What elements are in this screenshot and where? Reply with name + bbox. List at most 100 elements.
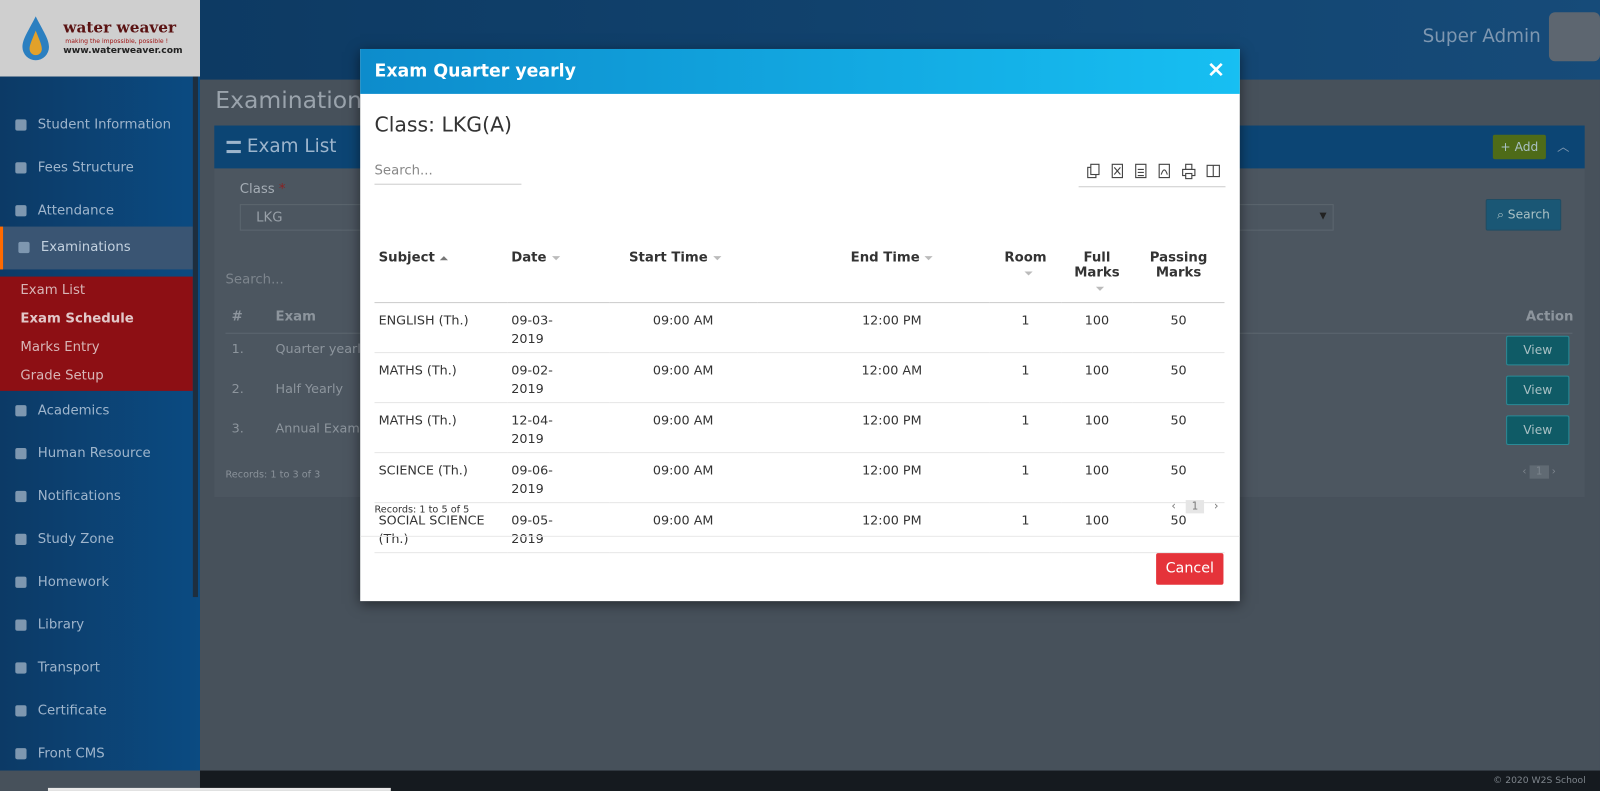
- cell-text: 09:00 AM: [652, 462, 714, 478]
- cell: 09:00 AM: [609, 502, 758, 554]
- menu-item[interactable]: Homework: [0, 561, 193, 604]
- avatar[interactable]: [1548, 12, 1600, 62]
- menu-item[interactable]: Student Information: [0, 104, 193, 147]
- table-row: MATHS (Th.) 09-02-2019 09:00 AM 12:00 AM 1 10…: [374, 352, 1225, 404]
- pdf-icon[interactable]: [1158, 163, 1170, 179]
- submenu: Exam List Exam Schedule Marks Entry Grade S…: [0, 276, 193, 391]
- column-header[interactable]: Start Time: [609, 241, 758, 304]
- menu-item[interactable]: Study Zone: [0, 518, 193, 561]
- cell: 100: [1061, 352, 1133, 404]
- menu-icon: [15, 662, 27, 674]
- menu-label: Notifications: [37, 488, 121, 505]
- column-header[interactable]: Full Marks: [1061, 241, 1133, 304]
- cell-text: MATHS (Th.): [378, 362, 457, 378]
- modal: Exam Quarter yearly × Class: LKG(A) Sear…: [360, 48, 1240, 602]
- cell: 50: [1132, 502, 1225, 554]
- h-scrollbar[interactable]: [47, 787, 391, 791]
- menu-item[interactable]: Examinations: [0, 226, 193, 270]
- cell-text: 12:00 PM: [862, 412, 922, 428]
- menu-item[interactable]: Fees Structure: [0, 147, 193, 190]
- cell: SCIENCE (Th.): [374, 452, 508, 504]
- submenu-item[interactable]: Exam Schedule: [20, 311, 134, 327]
- search-button[interactable]: ⌕ Search: [1485, 199, 1562, 231]
- cell: 12:00 PM: [757, 502, 990, 554]
- csv-icon[interactable]: [1135, 163, 1147, 179]
- cell: 100: [1061, 302, 1133, 354]
- menu-label: Certificate: [37, 703, 107, 719]
- cell-text: MATHS (Th.): [378, 412, 457, 428]
- menu-icon: [15, 576, 27, 588]
- column-header[interactable]: Date: [507, 241, 610, 304]
- column-title: End Time: [850, 250, 920, 266]
- logo[interactable]: water weaver making the impossible, poss…: [0, 0, 200, 77]
- search-input[interactable]: Search...: [225, 272, 284, 288]
- menu-item[interactable]: Front CMS: [0, 733, 193, 771]
- cell-text: 09-05-2019: [511, 512, 553, 547]
- menu-icon: [15, 448, 27, 460]
- cell: 1: [989, 302, 1062, 354]
- menu-item[interactable]: Attendance: [0, 190, 193, 233]
- cell-text: 100: [1084, 462, 1110, 478]
- scrollbar[interactable]: [192, 76, 198, 598]
- menu-label: Homework: [37, 574, 110, 590]
- menu-icon: [15, 748, 27, 760]
- footer: © 2020 W2S School: [199, 770, 1600, 791]
- view-button[interactable]: View: [1506, 415, 1570, 445]
- submenu-item[interactable]: Exam List: [20, 282, 86, 299]
- menu-item[interactable]: Academics: [0, 390, 193, 433]
- menu-item[interactable]: Certificate: [0, 690, 193, 733]
- menu-item[interactable]: Transport: [0, 647, 193, 690]
- export-toolbar: [1078, 163, 1226, 188]
- page-number[interactable]: 1: [1529, 465, 1549, 479]
- cell-text: 100: [1084, 412, 1110, 428]
- cell: 12:00 AM: [757, 352, 990, 404]
- menu-item[interactable]: Notifications: [0, 476, 193, 519]
- menu-label: Examinations: [40, 239, 131, 256]
- cell: ENGLISH (Th.): [374, 302, 508, 354]
- cell-text: 09:00 AM: [652, 412, 714, 428]
- cancel-button[interactable]: Cancel: [1156, 553, 1224, 585]
- menu-label: Human Resource: [37, 446, 151, 462]
- menu-label: Attendance: [37, 203, 114, 219]
- user-name[interactable]: Super Admin: [1422, 25, 1541, 47]
- modal-search[interactable]: Search...: [374, 163, 522, 185]
- panel-title: Exam List: [246, 135, 337, 158]
- class-label: Class *: [240, 182, 286, 197]
- modal-pagination: ‹ 1 ›: [1171, 499, 1219, 514]
- menu-icon: [15, 619, 27, 631]
- column-header: Action: [1525, 309, 1574, 325]
- menu-icon: [15, 162, 27, 174]
- table-row: SOCIAL SCIENCE (Th.) 09-05-2019 09:00 AM 12…: [374, 502, 1225, 554]
- column-header: #: [231, 309, 243, 325]
- cell-text: 09:00 AM: [652, 512, 714, 528]
- menu-icon: [15, 119, 27, 131]
- modal-close[interactable]: ×: [1206, 57, 1226, 83]
- submenu-item[interactable]: Grade Setup: [20, 368, 104, 384]
- sort-icon: [924, 255, 933, 260]
- cell-text: 100: [1084, 512, 1110, 528]
- cell-text: 12:00 PM: [862, 312, 922, 328]
- view-button[interactable]: View: [1506, 375, 1570, 406]
- collapse[interactable]: ︿: [1557, 139, 1570, 155]
- cell-text: 09-02-2019: [511, 362, 553, 396]
- required-mark: *: [278, 181, 286, 197]
- cell: 50: [1132, 402, 1225, 454]
- column-header[interactable]: Passing Marks: [1132, 241, 1225, 304]
- menu-icon: [15, 533, 27, 546]
- cell: 100: [1061, 452, 1133, 504]
- view-button[interactable]: View: [1506, 335, 1570, 366]
- excel-icon[interactable]: [1111, 163, 1124, 179]
- column-header[interactable]: Room: [989, 241, 1062, 304]
- column-header[interactable]: End Time: [757, 241, 990, 304]
- add-button[interactable]: + Add: [1492, 134, 1546, 160]
- cell-text: 1: [1021, 412, 1030, 428]
- menu-item[interactable]: Library: [0, 604, 193, 647]
- sort-icon: [1095, 286, 1104, 291]
- cell-text: 09-06-2019: [511, 462, 553, 497]
- modal-page-number[interactable]: 1: [1185, 500, 1205, 514]
- column-header[interactable]: Subject: [374, 241, 508, 304]
- cell: 50: [1132, 352, 1225, 404]
- cell: MATHS (Th.): [374, 402, 508, 454]
- submenu-item[interactable]: Marks Entry: [20, 339, 100, 356]
- menu-item[interactable]: Human Resource: [0, 433, 193, 476]
